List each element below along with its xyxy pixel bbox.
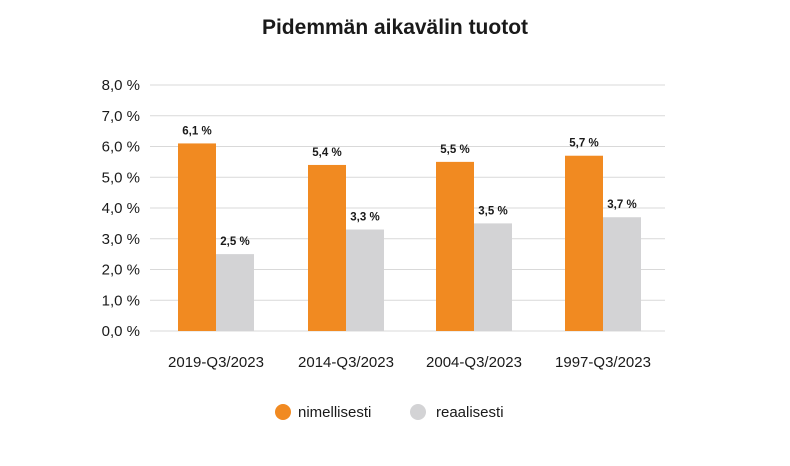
legend-label-reaalisesti: reaalisesti bbox=[436, 404, 504, 421]
legend-marker-nimellisesti bbox=[275, 404, 291, 420]
y-tick-label: 5,0 % bbox=[102, 169, 140, 186]
y-tick-label: 8,0 % bbox=[102, 77, 140, 94]
x-category-label: 2019-Q3/2023 bbox=[168, 354, 264, 371]
bar-nimellisesti-2 bbox=[436, 161, 474, 331]
y-axis-tick-labels: 0,0 % 1,0 % 2,0 % 3,0 % 4,0 % 5,0 % 6,0 % 7,0 %… bbox=[102, 77, 140, 340]
y-tick-label: 3,0 % bbox=[102, 231, 140, 248]
x-category-label: 2014-Q3/2023 bbox=[298, 354, 394, 371]
bar-reaalisesti-3 bbox=[603, 217, 641, 331]
x-category-label: 2004-Q3/2023 bbox=[426, 354, 522, 371]
y-tick-label: 6,0 % bbox=[102, 139, 140, 156]
data-labels: 6,1 % 5,4 % 5,5 % 5,7 % 2,5 % 3,3 % 3,5 % 3,7 % bbox=[182, 125, 636, 248]
y-tick-label: 7,0 % bbox=[102, 108, 140, 125]
data-label: 3,5 % bbox=[478, 205, 507, 217]
data-label: 3,3 % bbox=[350, 212, 379, 224]
bar-nimellisesti-3 bbox=[565, 155, 603, 331]
bar-nimellisesti-1 bbox=[308, 164, 346, 331]
bar-nimellisesti-0 bbox=[178, 143, 216, 331]
bar-reaalisesti-1 bbox=[346, 229, 384, 331]
data-label: 3,7 % bbox=[607, 199, 636, 211]
y-tick-label: 0,0 % bbox=[102, 323, 140, 340]
bar-reaalisesti-0 bbox=[216, 254, 254, 331]
bars bbox=[178, 143, 641, 331]
legend: nimellisesti reaalisesti bbox=[275, 404, 504, 421]
data-label: 2,5 % bbox=[220, 236, 249, 248]
y-tick-label: 1,0 % bbox=[102, 292, 140, 309]
x-axis-category-labels: 2019-Q3/2023 2014-Q3/2023 2004-Q3/2023 1997… bbox=[168, 354, 651, 371]
legend-label-nimellisesti: nimellisesti bbox=[298, 404, 371, 421]
x-category-label: 1997-Q3/2023 bbox=[555, 354, 651, 371]
data-label: 5,4 % bbox=[312, 147, 341, 159]
chart-title: Pidemmän aikavälin tuotot bbox=[261, 16, 529, 39]
bar-reaalisesti-2 bbox=[474, 223, 512, 331]
y-tick-label: 4,0 % bbox=[102, 200, 140, 217]
data-label: 5,7 % bbox=[569, 138, 598, 150]
data-label: 6,1 % bbox=[182, 125, 211, 137]
legend-marker-reaalisesti bbox=[410, 404, 426, 420]
data-label: 5,5 % bbox=[440, 144, 469, 156]
y-tick-label: 2,0 % bbox=[102, 262, 140, 279]
